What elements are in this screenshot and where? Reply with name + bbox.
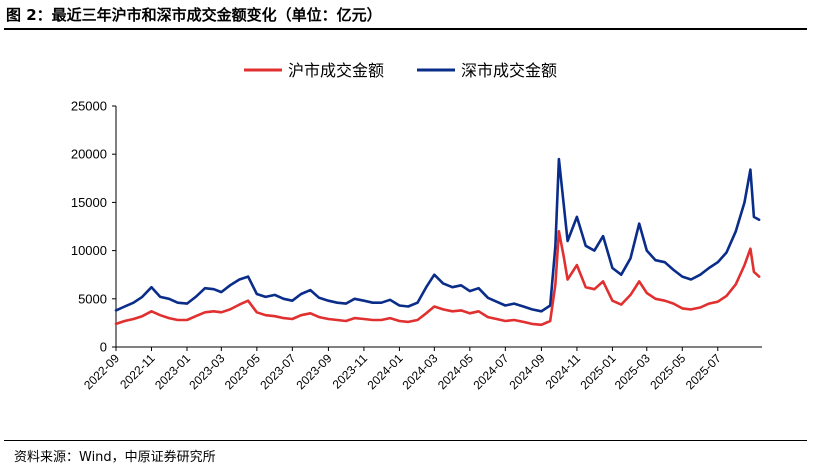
y-tick-label: 0 [100,340,107,355]
x-tick-label: 2023-11 [330,351,371,392]
x-tick-label: 2023-07 [257,351,298,392]
x-tick-label: 2023-05 [222,351,263,392]
y-tick-label: 5000 [78,291,107,306]
x-tick-label: 2024-09 [507,351,548,392]
x-tick-label: 2024-07 [470,351,511,392]
x-tick-label: 2024-01 [365,351,406,392]
source-rule [4,440,807,441]
y-tick-label: 25000 [71,99,107,114]
y-tick-label: 20000 [71,147,107,162]
x-tick-label: 2023-03 [186,351,227,392]
series-layer [114,157,761,327]
x-tick-label: 2025-05 [647,351,688,392]
series-line-sh [114,230,761,327]
x-tick-label: 2024-03 [399,351,440,392]
x-tick-label: 2022-09 [81,351,122,392]
legend-label-sh: 沪市成交金额 [288,61,384,80]
x-tick-label: 2024-11 [543,351,584,392]
axes: 05000100001500020000250002022-092022-112… [71,99,762,392]
x-tick-label: 2023-09 [293,351,334,392]
x-tick-label: 2025-07 [683,351,724,392]
x-tick-label: 2022-11 [117,351,158,392]
legend-label-sz: 深市成交金额 [461,61,557,80]
title-rule [4,28,807,30]
series-line-sz [114,157,761,313]
x-tick-label: 2024-05 [435,351,476,392]
y-tick-label: 15000 [71,195,107,210]
x-tick-label: 2025-01 [578,351,619,392]
figure-title: 图 2：最近三年沪市和深市成交金额变化（单位：亿元） [6,6,382,24]
x-tick-label: 2023-01 [152,351,193,392]
x-tick-label: 2025-03 [612,351,653,392]
y-tick-label: 10000 [71,243,107,258]
legend: 沪市成交金额 深市成交金额 [244,61,557,80]
source-note: 资料来源：Wind，中原证券研究所 [14,450,216,465]
